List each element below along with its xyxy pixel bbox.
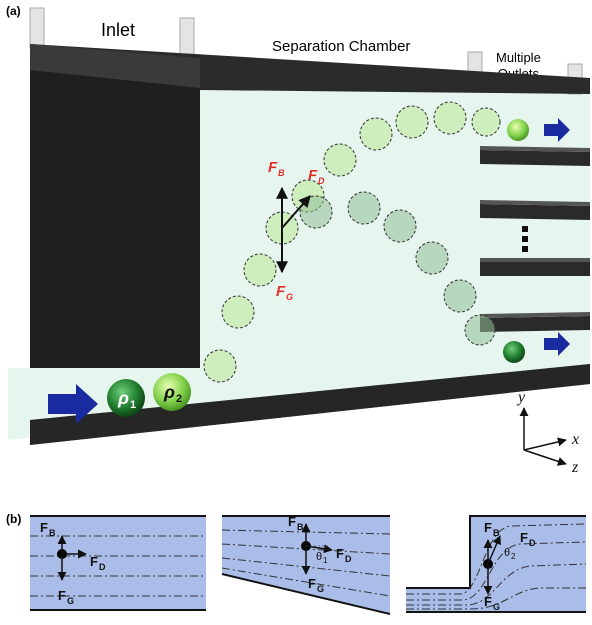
- outlet-arrow-top: [544, 118, 570, 142]
- case3-fb: F: [484, 520, 492, 535]
- case2-fg-sub: G: [317, 584, 324, 594]
- case3-angle: θ: [504, 547, 510, 559]
- axis-y-label: y: [516, 389, 526, 406]
- case2-channel: [221, 515, 391, 615]
- axis-z-label: z: [571, 459, 579, 476]
- case2-fb-sub: B: [297, 522, 304, 532]
- case3-fg-sub: G: [493, 602, 500, 612]
- outlet-separators: [480, 146, 590, 332]
- particle-rho2: ρ 2: [153, 373, 191, 411]
- case3-fd: F: [520, 530, 528, 545]
- drag-vector: [281, 195, 311, 229]
- fluid-region: [8, 88, 590, 440]
- bottom-wall-front: [30, 364, 590, 445]
- outlet-particle-dark: [503, 341, 525, 363]
- case3-channel: [406, 515, 587, 613]
- buoyancy-label: F: [268, 159, 278, 176]
- inlet-tab-left: [29, 7, 45, 49]
- particle-rho1-sub: 1: [130, 399, 136, 411]
- case1-fd-sub: D: [99, 562, 106, 572]
- case3-fg: F: [484, 594, 492, 609]
- case2-fd-sub: D: [345, 554, 352, 564]
- panel-b-tag: (b): [6, 512, 22, 526]
- particle-rho1: ρ 1: [107, 379, 145, 417]
- inlet-label: Inlet: [101, 20, 136, 40]
- drag-label: F: [308, 167, 318, 184]
- inlet-arrow: [48, 384, 98, 424]
- inlet-tab-right: [179, 17, 195, 59]
- case1-fd: F: [90, 554, 98, 569]
- particle-rho2-sub: 2: [176, 393, 182, 405]
- gravity-sub: G: [286, 292, 293, 302]
- inlet-block: [30, 44, 200, 368]
- inlet-block-face: [30, 44, 200, 88]
- outlet-particle-light: [507, 119, 529, 141]
- gravity-label: F: [276, 283, 286, 300]
- case3-fb-sub: B: [493, 528, 500, 538]
- outlets-label-line1: Multiple: [496, 50, 541, 65]
- case1-fb: F: [40, 520, 48, 535]
- panel-a-tag: (a): [6, 4, 21, 18]
- case2-angle: θ: [316, 551, 322, 563]
- case1-fb-sub: B: [49, 528, 56, 538]
- chamber-label: Separation Chamber: [272, 38, 411, 55]
- outlet-arrow-bottom: [544, 332, 570, 356]
- case2-fb: F: [288, 514, 296, 529]
- case2-fg: F: [308, 576, 316, 591]
- case3-fd-sub: D: [529, 538, 536, 548]
- particle-rho1-symbol: ρ: [117, 388, 129, 408]
- coordinate-axes: y x z: [516, 389, 579, 476]
- particle-rho2-symbol: ρ: [163, 382, 175, 402]
- case3-angle-sub: 2: [511, 552, 516, 561]
- drag-sub: D: [318, 176, 325, 186]
- outlet-ellipsis: [522, 226, 528, 252]
- case1-channel: [30, 515, 206, 611]
- case1-fg-sub: G: [67, 596, 74, 606]
- case1-fg: F: [58, 588, 66, 603]
- case2-angle-sub: 1: [323, 556, 328, 565]
- case2-fd: F: [336, 546, 344, 561]
- buoyancy-sub: B: [278, 168, 285, 178]
- axis-x-label: x: [571, 431, 579, 448]
